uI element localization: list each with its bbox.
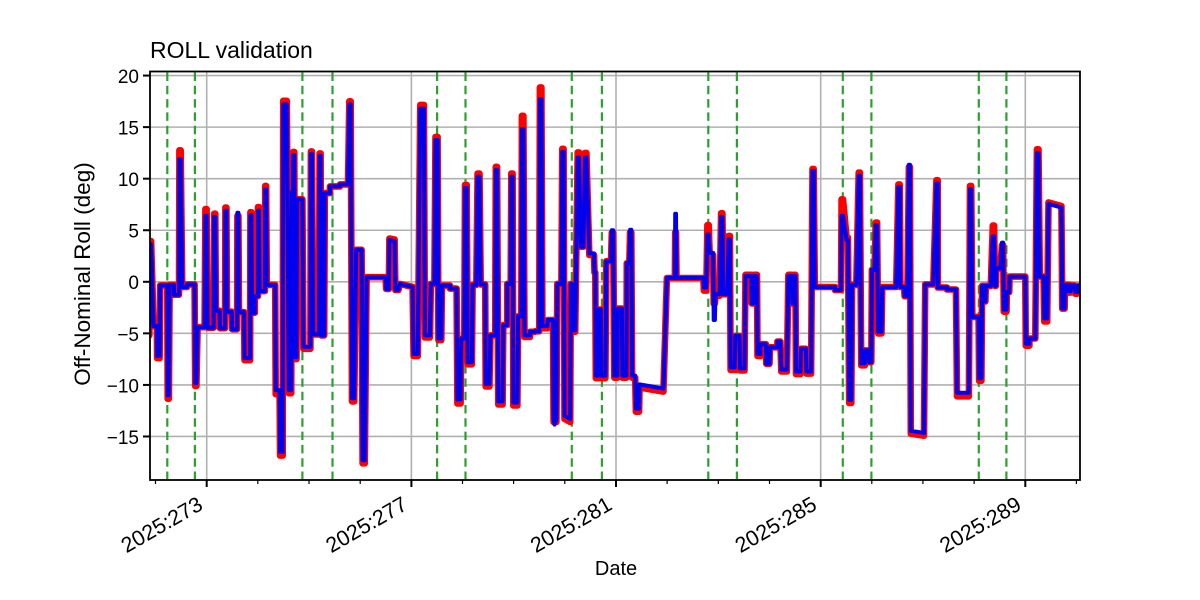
svg-text:Off-Nominal Roll (deg): Off-Nominal Roll (deg) [70,162,95,385]
svg-text:0: 0 [128,273,139,294]
svg-text:20: 20 [118,67,139,88]
svg-text:−10: −10 [107,376,139,397]
svg-text:Date: Date [595,558,637,580]
svg-text:−15: −15 [107,428,139,449]
svg-text:5: 5 [128,222,139,243]
svg-text:15: 15 [118,119,139,140]
svg-text:−5: −5 [117,325,139,346]
svg-text:ROLL validation: ROLL validation [150,37,313,63]
svg-text:10: 10 [118,170,139,191]
